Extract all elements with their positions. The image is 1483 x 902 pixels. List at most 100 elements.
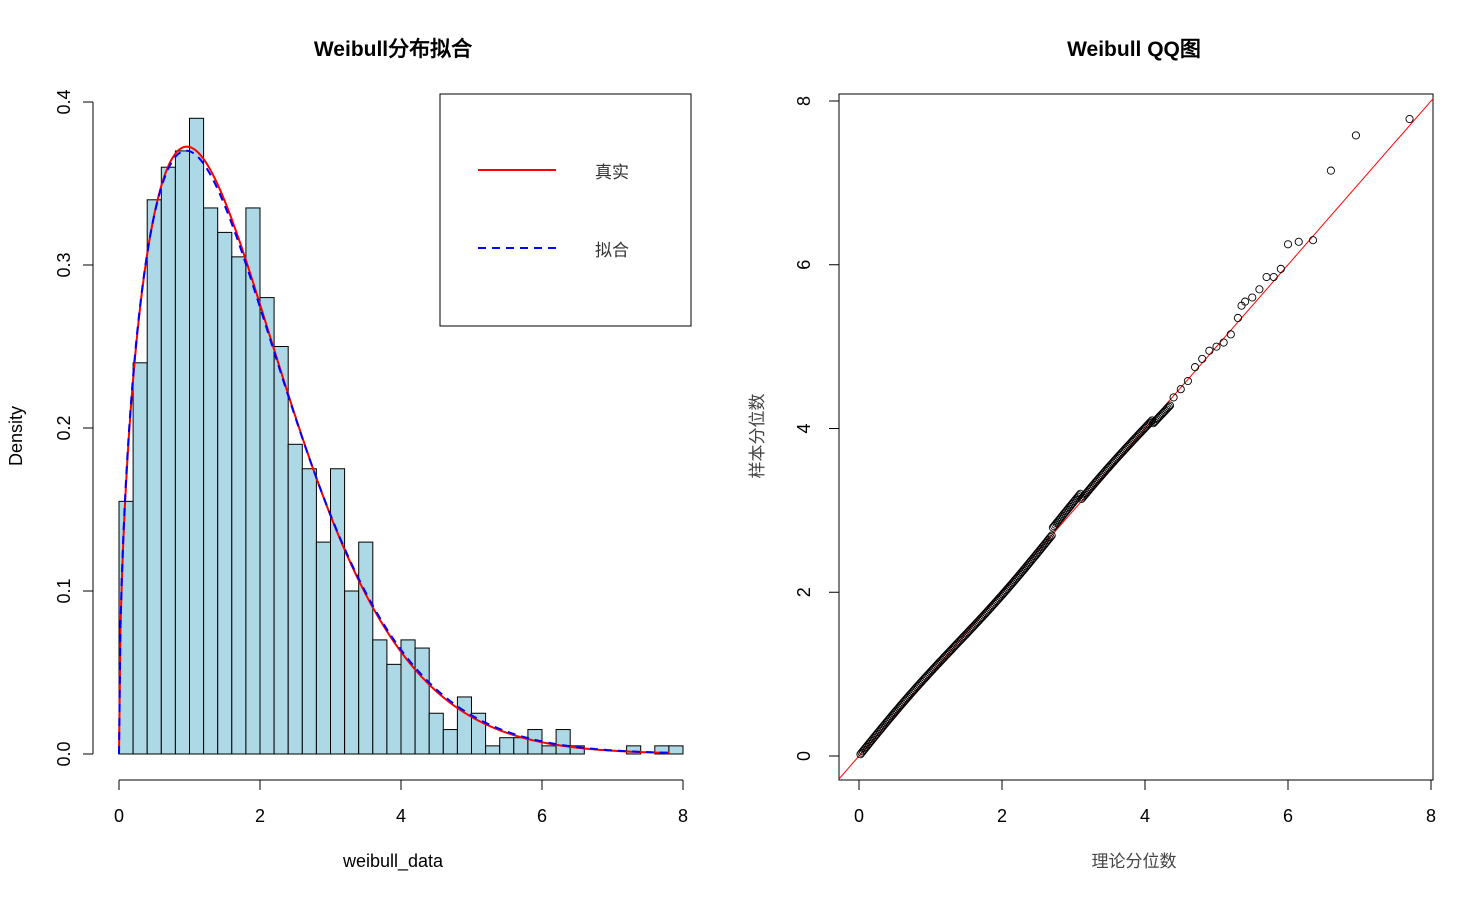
- histogram-y-tick-label: 0.1: [54, 578, 74, 603]
- qq-title: Weibull QQ图: [1067, 38, 1201, 61]
- qq-y-tick-label: 2: [794, 587, 814, 597]
- qq-x-tick-label: 2: [997, 806, 1007, 826]
- qq-point: [1262, 272, 1271, 282]
- histogram-bar: [541, 745, 557, 755]
- histogram-axes: 0 2 4 6 8 0.0 0.1 0.2 0.3 0.4: [54, 89, 688, 826]
- histogram-bar: [386, 663, 402, 755]
- qq-point: [1198, 354, 1207, 363]
- histogram-bar: [174, 150, 190, 755]
- qq-point: [1351, 131, 1360, 140]
- qq-point: [1183, 376, 1192, 386]
- histogram-bar: [456, 696, 472, 755]
- histogram-bar: [315, 541, 331, 755]
- qq-point: [1176, 385, 1185, 394]
- histogram-bar: [513, 737, 529, 755]
- qq-panel: Weibull QQ图 0 2 4 6 8 0 2 4 6 8 理论分位数 样本分位数: [748, 38, 1436, 872]
- qq-point: [1165, 401, 1175, 410]
- histogram-y-tick-label: 0.2: [54, 415, 74, 440]
- histogram-title: Weibull分布拟合: [314, 37, 473, 61]
- qq-point: [1146, 417, 1155, 426]
- histogram-bar: [626, 745, 642, 755]
- legend: 真实 拟合: [439, 93, 692, 327]
- histogram-bar: [217, 231, 233, 755]
- histogram-bar: [668, 745, 684, 755]
- qq-point: [1241, 297, 1250, 306]
- qq-point: [1405, 114, 1414, 124]
- histogram-bar: [442, 729, 458, 755]
- qq-point: [1248, 293, 1257, 302]
- qq-point: [1163, 404, 1172, 413]
- qq-point: [1045, 534, 1054, 543]
- fit-density-curve: [118, 149, 669, 755]
- histogram-bar: [330, 468, 346, 755]
- histogram-y-tick-label: 0.3: [54, 252, 74, 277]
- histogram-bar: [160, 166, 176, 755]
- histogram-bars: [118, 117, 684, 755]
- histogram-bar: [273, 346, 289, 755]
- histogram-y-axis-label: Density: [6, 406, 26, 466]
- qq-point: [1047, 531, 1056, 540]
- legend-true-label: 真实: [595, 163, 629, 183]
- histogram-bar: [132, 362, 148, 755]
- histogram-x-tick-label: 2: [255, 806, 265, 826]
- histogram-bar: [372, 639, 388, 755]
- histogram-bar: [245, 207, 261, 755]
- histogram-x-tick-label: 8: [678, 806, 688, 826]
- qq-x-tick-label: 6: [1283, 806, 1293, 826]
- qq-point: [1226, 330, 1235, 339]
- qq-point: [1255, 285, 1264, 294]
- histogram-bar: [203, 207, 219, 755]
- qq-point: [1191, 363, 1200, 372]
- histogram-bar: [569, 745, 585, 755]
- histogram-panel: Weibull分布拟合 0 2 4 6 8 0.0 0.1 0.2 0.3 0.4 weibull…: [6, 37, 692, 872]
- histogram-bar: [146, 199, 162, 755]
- histogram-x-tick-label: 6: [537, 806, 547, 826]
- qq-point: [1308, 236, 1318, 245]
- qq-point: [1164, 402, 1173, 411]
- histogram-bar: [555, 729, 571, 755]
- histogram-y-tick-label: 0.4: [54, 89, 74, 114]
- histogram-bar: [259, 297, 275, 755]
- qq-point: [1283, 240, 1293, 249]
- qq-point: [1145, 418, 1154, 427]
- histogram-bar: [358, 541, 374, 755]
- qq-x-tick-label: 4: [1140, 806, 1150, 826]
- histogram-bar: [231, 256, 247, 755]
- legend-fit-label: 拟合: [595, 241, 629, 261]
- qq-point: [1276, 264, 1285, 273]
- qq-y-tick-label: 4: [794, 423, 814, 433]
- histogram-x-tick-label: 4: [396, 806, 406, 826]
- qq-point: [1046, 533, 1055, 542]
- qq-point: [1219, 338, 1228, 347]
- qq-y-tick-label: 0: [794, 751, 814, 761]
- histogram-bar: [499, 737, 515, 755]
- histogram-bar: [344, 590, 360, 755]
- density-curves: [118, 145, 669, 755]
- histogram-bar: [400, 639, 416, 755]
- histogram-bar: [428, 712, 444, 755]
- qq-y-tick-label: 8: [794, 96, 814, 106]
- qq-x-tick-label: 8: [1426, 806, 1436, 826]
- qq-points: [856, 114, 1414, 759]
- legend-box: [439, 93, 692, 327]
- qq-point: [1212, 342, 1221, 351]
- histogram-bar: [287, 443, 303, 755]
- qq-point: [1294, 237, 1303, 246]
- qq-point: [1233, 313, 1242, 323]
- histogram-y-tick-label: 0.0: [54, 741, 74, 766]
- histogram-bar: [485, 745, 501, 755]
- qq-y-axis-label: 样本分位数: [748, 394, 768, 479]
- qq-x-axis-label: 理论分位数: [1092, 852, 1177, 872]
- qq-point: [1169, 393, 1178, 402]
- histogram-bar: [301, 468, 317, 755]
- histogram-bar: [471, 712, 487, 755]
- qq-point: [1326, 166, 1335, 175]
- qq-x-tick-label: 0: [854, 806, 864, 826]
- qq-axes: 0 2 4 6 8 0 2 4 6 8: [794, 96, 1436, 826]
- qq-point: [1269, 272, 1278, 282]
- histogram-bar: [414, 647, 430, 755]
- qq-point: [1205, 346, 1214, 355]
- histogram-x-axis-label: weibull_data: [342, 851, 444, 872]
